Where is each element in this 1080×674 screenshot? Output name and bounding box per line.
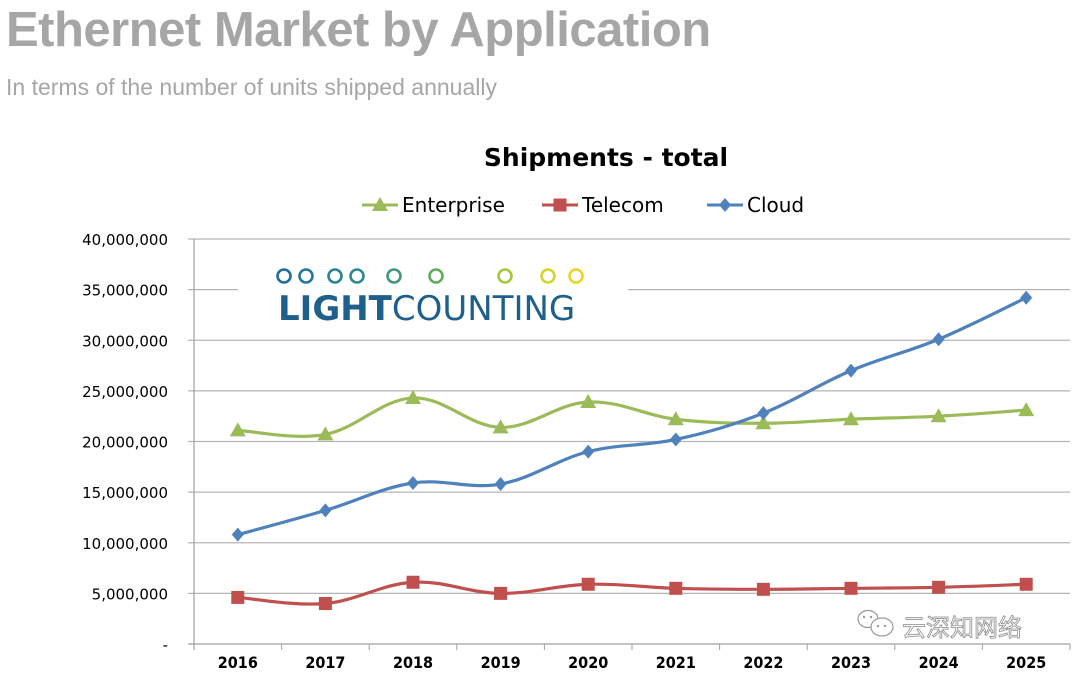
legend-diamond-icon <box>719 198 731 212</box>
data-point-triangle <box>930 408 947 423</box>
series-cloud <box>231 290 1033 542</box>
data-point-triangle <box>843 411 859 426</box>
data-point-square <box>932 580 946 594</box>
data-point-diamond <box>757 406 770 421</box>
logo-dot <box>540 268 556 284</box>
x-tick-label: 2017 <box>305 653 345 672</box>
chart-legend: Enterprise Telecom Cloud <box>362 193 804 217</box>
series-lines <box>229 290 1035 610</box>
y-tick-label: 10,000,000 <box>82 535 168 553</box>
logo-dot <box>276 268 292 284</box>
logo-dot <box>386 268 402 284</box>
x-tick-label: 2023 <box>831 653 871 672</box>
logo-dot <box>568 268 584 284</box>
y-tick-label: 35,000,000 <box>82 282 168 300</box>
data-point-triangle <box>1018 402 1035 417</box>
legend-item-enterprise: Enterprise <box>362 193 505 217</box>
x-tick-label: 2024 <box>919 653 959 672</box>
data-point-square <box>494 586 508 600</box>
y-tick-label: 20,000,000 <box>82 434 168 452</box>
page-subtitle: In terms of the number of units shipped … <box>6 74 497 100</box>
x-tick-label: 2021 <box>656 653 696 672</box>
data-point-diamond <box>319 503 332 518</box>
data-point-triangle <box>317 426 334 441</box>
data-point-square <box>1019 577 1033 591</box>
grid-lines <box>188 238 1070 594</box>
y-tick-label: - <box>163 636 168 654</box>
data-point-square <box>844 581 858 595</box>
legend-square-icon <box>553 198 567 212</box>
chart-title: Shipments - total <box>484 143 728 172</box>
data-point-square <box>581 577 595 591</box>
x-tick-label: 2025 <box>1006 653 1046 672</box>
x-tick-label: 2020 <box>568 653 608 672</box>
watermark-text: 云深知网络 <box>902 614 1022 642</box>
watermark: 云深知网络 <box>857 609 1022 642</box>
series-line-enterprise <box>237 396 1027 438</box>
series-telecom <box>231 575 1033 610</box>
page-title: Ethernet Market by Application <box>6 3 711 57</box>
logo-text-regular: COUNTING <box>392 289 575 329</box>
data-point-triangle <box>229 422 246 437</box>
dotted-line-logo-icon <box>266 268 594 284</box>
lightcounting-logo: LIGHTCOUNTING <box>238 258 628 330</box>
logo-dot <box>497 268 513 284</box>
data-point-diamond <box>845 363 857 378</box>
data-point-square <box>318 597 332 610</box>
data-point-triangle <box>755 415 772 430</box>
data-point-square <box>231 590 245 604</box>
x-tick-label: 2022 <box>743 653 783 672</box>
data-point-diamond <box>407 476 419 491</box>
legend-triangle-icon <box>372 197 388 211</box>
legend-label: Telecom <box>581 193 664 217</box>
legend-item-cloud: Cloud <box>707 193 804 217</box>
legend-label: Cloud <box>747 193 804 217</box>
y-tick-label: 15,000,000 <box>82 484 168 502</box>
wechat-icon <box>857 609 894 637</box>
logo-dot <box>428 268 444 284</box>
y-tick-label: 30,000,000 <box>82 332 168 350</box>
data-point-triangle <box>405 389 421 404</box>
x-tick-label: 2018 <box>393 653 433 672</box>
logo-dot <box>349 268 365 284</box>
data-point-diamond <box>231 527 244 542</box>
y-tick-label: 25,000,000 <box>82 383 168 401</box>
y-axis-ticks: - 5,000,000 10,000,000 15,000,000 20,000,000… <box>82 231 168 654</box>
x-axis-ticks: 2016 2017 2018 2019 2020 2021 2022 2023 2024 2025 <box>193 644 1071 672</box>
data-point-diamond <box>1020 290 1033 305</box>
logo-dot <box>327 268 343 284</box>
data-point-triangle <box>667 411 684 426</box>
data-point-triangle <box>580 394 597 409</box>
data-point-diamond <box>932 332 945 347</box>
series-line-telecom <box>237 580 1027 606</box>
x-tick-label: 2019 <box>481 653 521 672</box>
data-point-square <box>669 581 683 595</box>
legend-item-telecom: Telecom <box>542 193 664 217</box>
data-point-triangle <box>492 419 509 434</box>
y-tick-label: 5,000,000 <box>92 585 168 603</box>
data-point-square <box>406 575 420 589</box>
series-enterprise <box>229 389 1035 441</box>
x-tick-label: 2016 <box>218 653 258 672</box>
logo-dot <box>298 268 314 284</box>
y-tick-label: 40,000,000 <box>82 231 168 249</box>
data-point-square <box>756 582 770 596</box>
legend-label: Enterprise <box>402 193 505 217</box>
data-point-diamond <box>582 444 595 459</box>
series-line-cloud <box>237 296 1027 537</box>
data-point-diamond <box>669 432 682 447</box>
logo-text-bold: LIGHT <box>278 289 393 329</box>
logo-text: LIGHTCOUNTING <box>278 289 575 329</box>
data-point-diamond <box>494 477 507 492</box>
